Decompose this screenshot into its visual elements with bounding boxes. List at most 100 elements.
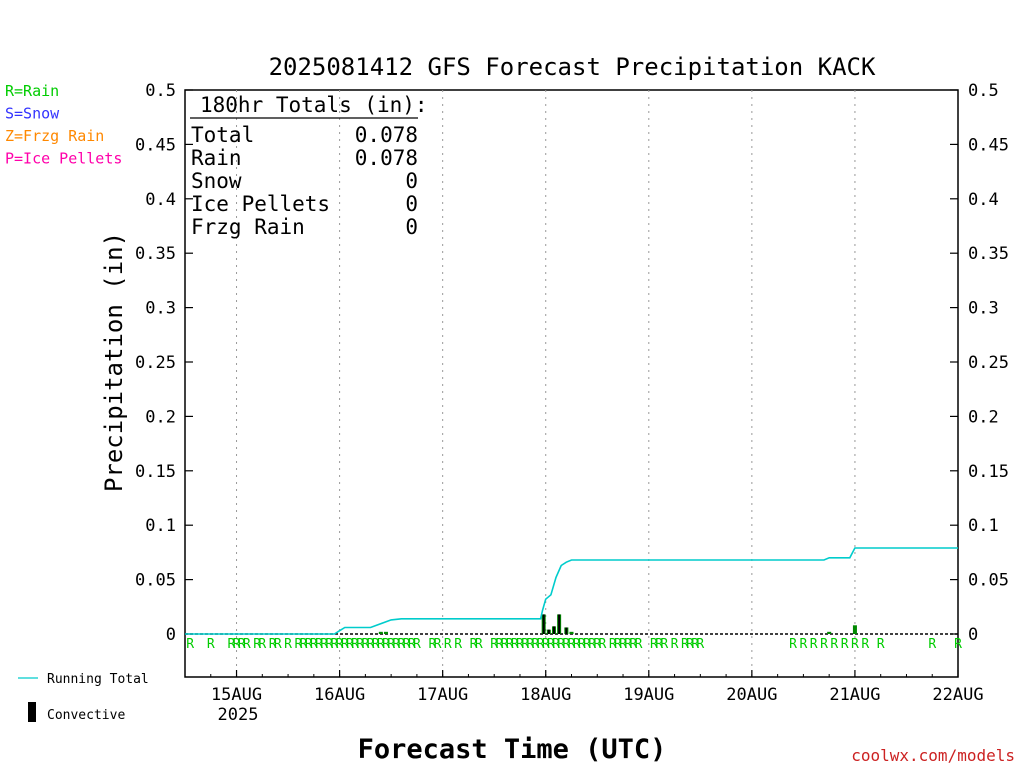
precip-type-legend: R=Rain S=Snow Z=Frzg Rain P=Ice Pellets	[5, 82, 122, 168]
series-legend: Running Total Convective	[18, 672, 149, 723]
y-tick-label-right: 0.5	[968, 81, 999, 101]
rain-marker: R	[367, 637, 375, 652]
rain-marker: R	[506, 637, 514, 652]
x-tick-label: 16AUG	[314, 685, 365, 705]
convective-bar	[565, 627, 568, 634]
rain-marker: R	[274, 637, 282, 652]
rain-marker: R	[315, 637, 323, 652]
rain-marker: R	[629, 637, 637, 652]
precip-bar	[378, 631, 383, 634]
rain-marker: R	[428, 637, 436, 652]
rain-marker: R	[588, 637, 596, 652]
x-tick-label: 17AUG	[417, 685, 468, 705]
rain-marker: R	[820, 637, 828, 652]
rain-marker: R	[495, 637, 503, 652]
rain-marker: R	[568, 637, 576, 652]
rain-marker: R	[233, 637, 241, 652]
rain-marker: R	[305, 637, 313, 652]
y-tick-label-left: 0.5	[145, 81, 176, 101]
convective-bar	[558, 614, 561, 634]
chart-title: 2025081412 GFS Forecast Precipitation KA…	[269, 53, 876, 81]
totals-row-value: 0	[405, 215, 418, 239]
rain-marker: R	[351, 637, 359, 652]
rain-marker: R	[671, 637, 679, 652]
rain-marker: R	[336, 637, 344, 652]
rain-marker: R	[413, 637, 421, 652]
y-tick-label-right: 0.15	[968, 462, 1009, 482]
rain-marker: R	[696, 637, 704, 652]
rain-marker: R	[300, 637, 308, 652]
y-tick-label-left: 0.4	[145, 190, 176, 210]
y-tick-label-right: 0.35	[968, 244, 1009, 264]
y-tick-label-right: 0.3	[968, 299, 999, 319]
rain-marker: R	[660, 637, 668, 652]
rain-marker: R	[490, 637, 498, 652]
rain-marker: R	[470, 637, 478, 652]
rain-marker: R	[382, 637, 390, 652]
rain-marker: R	[841, 637, 849, 652]
rain-marker: R	[614, 637, 622, 652]
convective-bars	[542, 614, 568, 634]
rain-marker: R	[635, 637, 643, 652]
precip-bar	[569, 631, 574, 634]
y-tick-label-left: 0.1	[145, 516, 176, 536]
y-axis-label: Precipitation (in)	[100, 232, 128, 492]
rain-marker: R	[377, 637, 385, 652]
x-tick-label: 21AUG	[829, 685, 880, 705]
rain-marker: R	[269, 637, 277, 652]
precip-type-legend-item: Z=Frzg Rain	[5, 127, 104, 145]
precip-bars	[378, 614, 857, 634]
rain-marker: R	[619, 637, 627, 652]
totals-row-label: Rain	[191, 146, 242, 170]
y-tick-label-right: 0	[968, 625, 978, 645]
rain-marker: R	[294, 637, 302, 652]
rain-marker: R	[877, 637, 885, 652]
y-tick-label-right: 0.2	[968, 407, 999, 427]
rain-marker: R	[346, 637, 354, 652]
totals-row-value: 0	[405, 192, 418, 216]
rain-marker: R	[521, 637, 529, 652]
rain-marker: R	[516, 637, 524, 652]
convective-bar	[542, 614, 545, 634]
site-credit: coolwx.com/models	[851, 746, 1015, 765]
y-tick-label-left: 0.05	[135, 571, 176, 591]
rain-marker: R	[655, 637, 663, 652]
rain-marker: R	[686, 637, 694, 652]
rain-marker: R	[599, 637, 607, 652]
precip-bar	[383, 631, 388, 634]
rain-marker: R	[789, 637, 797, 652]
rain-marker: R	[392, 637, 400, 652]
rain-marker: R	[650, 637, 658, 652]
y-axis-left: 0 0.05 0.1 0.15 0.2 0.25 0.3 0.35 0.4 0.45 0.5	[135, 81, 193, 645]
x-tick-label: 20AUG	[726, 685, 777, 705]
rain-marker: R	[511, 637, 519, 652]
precip-bar	[827, 631, 832, 634]
x-tick-label: 22AUG	[932, 685, 983, 705]
y-tick-label-right: 0.4	[968, 190, 999, 210]
x-tick-label: 18AUG	[520, 685, 571, 705]
rain-marker: R	[243, 637, 251, 652]
rain-marker: R	[532, 637, 540, 652]
rain-marker: R	[681, 637, 689, 652]
running-total-legend-label: Running Total	[47, 672, 149, 687]
y-tick-label-right: 0.45	[968, 135, 1009, 155]
rain-marker: R	[454, 637, 462, 652]
y-tick-label-left: 0.35	[135, 244, 176, 264]
rain-marker: R	[398, 637, 406, 652]
rain-marker: R	[691, 637, 699, 652]
rain-marker: R	[583, 637, 591, 652]
rain-marker: R	[356, 637, 364, 652]
totals-row-value: 0.078	[355, 146, 418, 170]
rain-marker: R	[475, 637, 483, 652]
convective-bar	[547, 629, 550, 634]
x-gridlines	[236, 90, 856, 677]
y-tick-label-right: 0.1	[968, 516, 999, 536]
rain-marker: R	[331, 637, 339, 652]
rain-marker: R	[573, 637, 581, 652]
x-tick-label: 15AUG	[211, 685, 262, 705]
rain-marker: R	[799, 637, 807, 652]
running-total-line	[185, 547, 958, 635]
rain-marker: R	[557, 637, 565, 652]
